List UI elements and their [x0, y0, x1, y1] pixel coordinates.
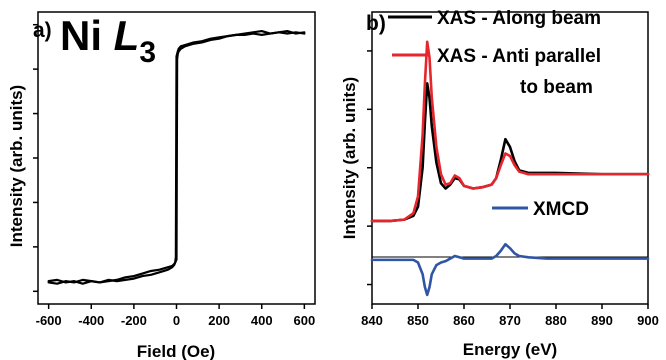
- a-x-tick-label: 400: [251, 313, 273, 328]
- panel-a-y-axis-label: Intensity (arb. units): [7, 85, 26, 247]
- b-x-tick-label: 890: [591, 313, 613, 328]
- panel-a-series: [47, 29, 306, 285]
- b-series-xas-anti-parallel-to-beam: [370, 40, 650, 223]
- legend-label-xas-anti-line2: to beam: [520, 77, 593, 98]
- panel-a-title-italic: L: [114, 12, 140, 59]
- panel-a-title-main: Ni: [60, 12, 114, 59]
- panel-b-y-ticks: [367, 50, 372, 286]
- a-series-loop-2: [47, 29, 306, 285]
- panel-b-x-ticks: 840 850 860 870 880 890 900: [361, 304, 659, 328]
- panel-a-title-subscript: 3: [139, 36, 156, 69]
- b-x-tick-label: 840: [361, 313, 383, 328]
- legend-label-xmcd: XMCD: [533, 199, 589, 220]
- b-x-tick-label: 850: [407, 313, 429, 328]
- panel-b-legend: XAS - Along beam XAS - Anti parallel to …: [388, 8, 601, 220]
- a-x-tick-label: -400: [78, 313, 104, 328]
- panel-a-title: Ni L3: [60, 12, 156, 69]
- a-x-tick-label: 0: [173, 313, 180, 328]
- b-x-tick-label: 880: [545, 313, 567, 328]
- legend-label-xas-anti-line1: XAS - Anti parallel: [437, 46, 601, 67]
- b-x-tick-label: 870: [499, 313, 521, 328]
- panel-a-x-axis-label: Field (Oe): [137, 342, 215, 360]
- b-x-tick-label: 900: [637, 313, 659, 328]
- panel-b-y-axis-label: Intensity (arb. units): [340, 77, 359, 239]
- a-x-tick-label: -600: [36, 313, 62, 328]
- panel-a-x-ticks: -600 -400 -200 0 200 400 600: [36, 304, 315, 328]
- legend-label-xas-along: XAS - Along beam: [437, 8, 601, 29]
- panel-b-x-axis-label: Energy (eV): [463, 340, 557, 359]
- b-x-tick-label: 860: [453, 313, 475, 328]
- b-series-xmcd: [370, 243, 650, 297]
- panel-a-chart: -600 -400 -200 0 200 400 600 a) Ni L3 Intensit…: [7, 11, 316, 360]
- panel-b-series: [370, 40, 650, 297]
- panel-a-y-ticks: [33, 23, 38, 293]
- a-x-tick-label: 600: [293, 313, 315, 328]
- panel-b-chart: 840 850 860 870 880 890 900 b) XAS - Along bea…: [340, 8, 659, 359]
- a-x-tick-label: 200: [208, 313, 230, 328]
- panel-b-label: b): [366, 12, 386, 35]
- a-x-tick-label: -200: [121, 313, 147, 328]
- panel-a-label: a): [33, 19, 52, 42]
- b-series-xas-along-beam: [370, 82, 650, 223]
